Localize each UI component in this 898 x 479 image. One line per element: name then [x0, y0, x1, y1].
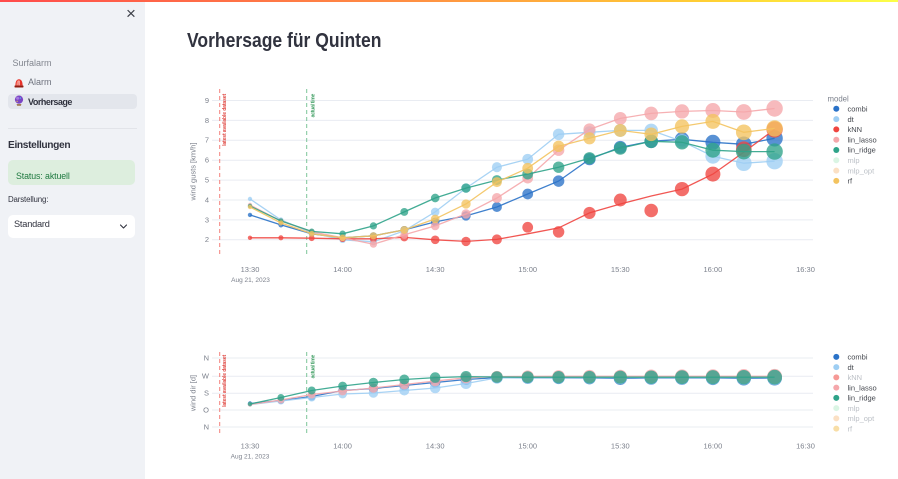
svg-text:15:30: 15:30 — [611, 265, 630, 274]
svg-text:kNN: kNN — [848, 373, 863, 382]
svg-text:N: N — [204, 422, 209, 431]
svg-text:2: 2 — [205, 235, 209, 244]
svg-text:Aug 21, 2023: Aug 21, 2023 — [231, 277, 270, 284]
svg-text:16:00: 16:00 — [704, 442, 723, 451]
svg-text:N: N — [204, 353, 209, 362]
svg-text:16:30: 16:30 — [796, 265, 815, 274]
svg-text:dt: dt — [848, 363, 855, 372]
svg-text:mlp: mlp — [848, 156, 860, 165]
svg-text:13:30: 13:30 — [241, 265, 260, 274]
svg-text:W: W — [202, 372, 210, 381]
svg-text:8: 8 — [205, 116, 209, 125]
svg-text:15:00: 15:00 — [518, 442, 537, 451]
svg-text:model: model — [828, 95, 850, 104]
svg-text:dt: dt — [848, 115, 855, 124]
svg-text:wind dir [d]: wind dir [d] — [189, 375, 198, 412]
svg-text:14:00: 14:00 — [333, 265, 352, 274]
svg-text:mlp_opt: mlp_opt — [848, 166, 876, 175]
svg-text:15:00: 15:00 — [518, 265, 537, 274]
svg-text:mlp: mlp — [848, 404, 860, 413]
svg-text:combi: combi — [848, 353, 868, 362]
svg-text:actual time: actual time — [311, 94, 317, 118]
svg-text:combi: combi — [848, 105, 868, 114]
svg-text:latest available dataset: latest available dataset — [222, 355, 228, 407]
svg-text:lin_ridge: lin_ridge — [848, 394, 876, 403]
svg-text:15:30: 15:30 — [611, 442, 630, 451]
svg-text:9: 9 — [205, 96, 209, 105]
svg-text:14:30: 14:30 — [426, 265, 445, 274]
svg-text:3: 3 — [205, 215, 209, 224]
svg-text:6: 6 — [205, 156, 209, 165]
svg-text:actual time: actual time — [311, 355, 317, 379]
svg-text:14:00: 14:00 — [333, 442, 352, 451]
svg-text:rf: rf — [848, 177, 853, 186]
svg-text:lin_ridge: lin_ridge — [848, 146, 876, 155]
svg-text:5: 5 — [205, 176, 209, 185]
svg-text:lin_lasso: lin_lasso — [848, 383, 877, 392]
svg-text:wind gusts [km/h]: wind gusts [km/h] — [189, 143, 198, 202]
svg-text:16:00: 16:00 — [704, 265, 723, 274]
svg-text:S: S — [204, 389, 209, 398]
svg-text:16:30: 16:30 — [796, 442, 815, 451]
svg-text:rf: rf — [848, 424, 853, 433]
svg-text:latest available dataset: latest available dataset — [222, 94, 228, 146]
svg-text:Aug 21, 2023: Aug 21, 2023 — [231, 454, 270, 461]
svg-text:O: O — [203, 405, 209, 414]
svg-text:13:30: 13:30 — [241, 442, 260, 451]
svg-text:mlp_opt: mlp_opt — [848, 414, 876, 423]
svg-text:4: 4 — [205, 195, 209, 204]
svg-text:lin_lasso: lin_lasso — [848, 135, 877, 144]
svg-text:7: 7 — [205, 136, 209, 145]
svg-text:kNN: kNN — [848, 125, 863, 134]
svg-text:14:30: 14:30 — [426, 442, 445, 451]
